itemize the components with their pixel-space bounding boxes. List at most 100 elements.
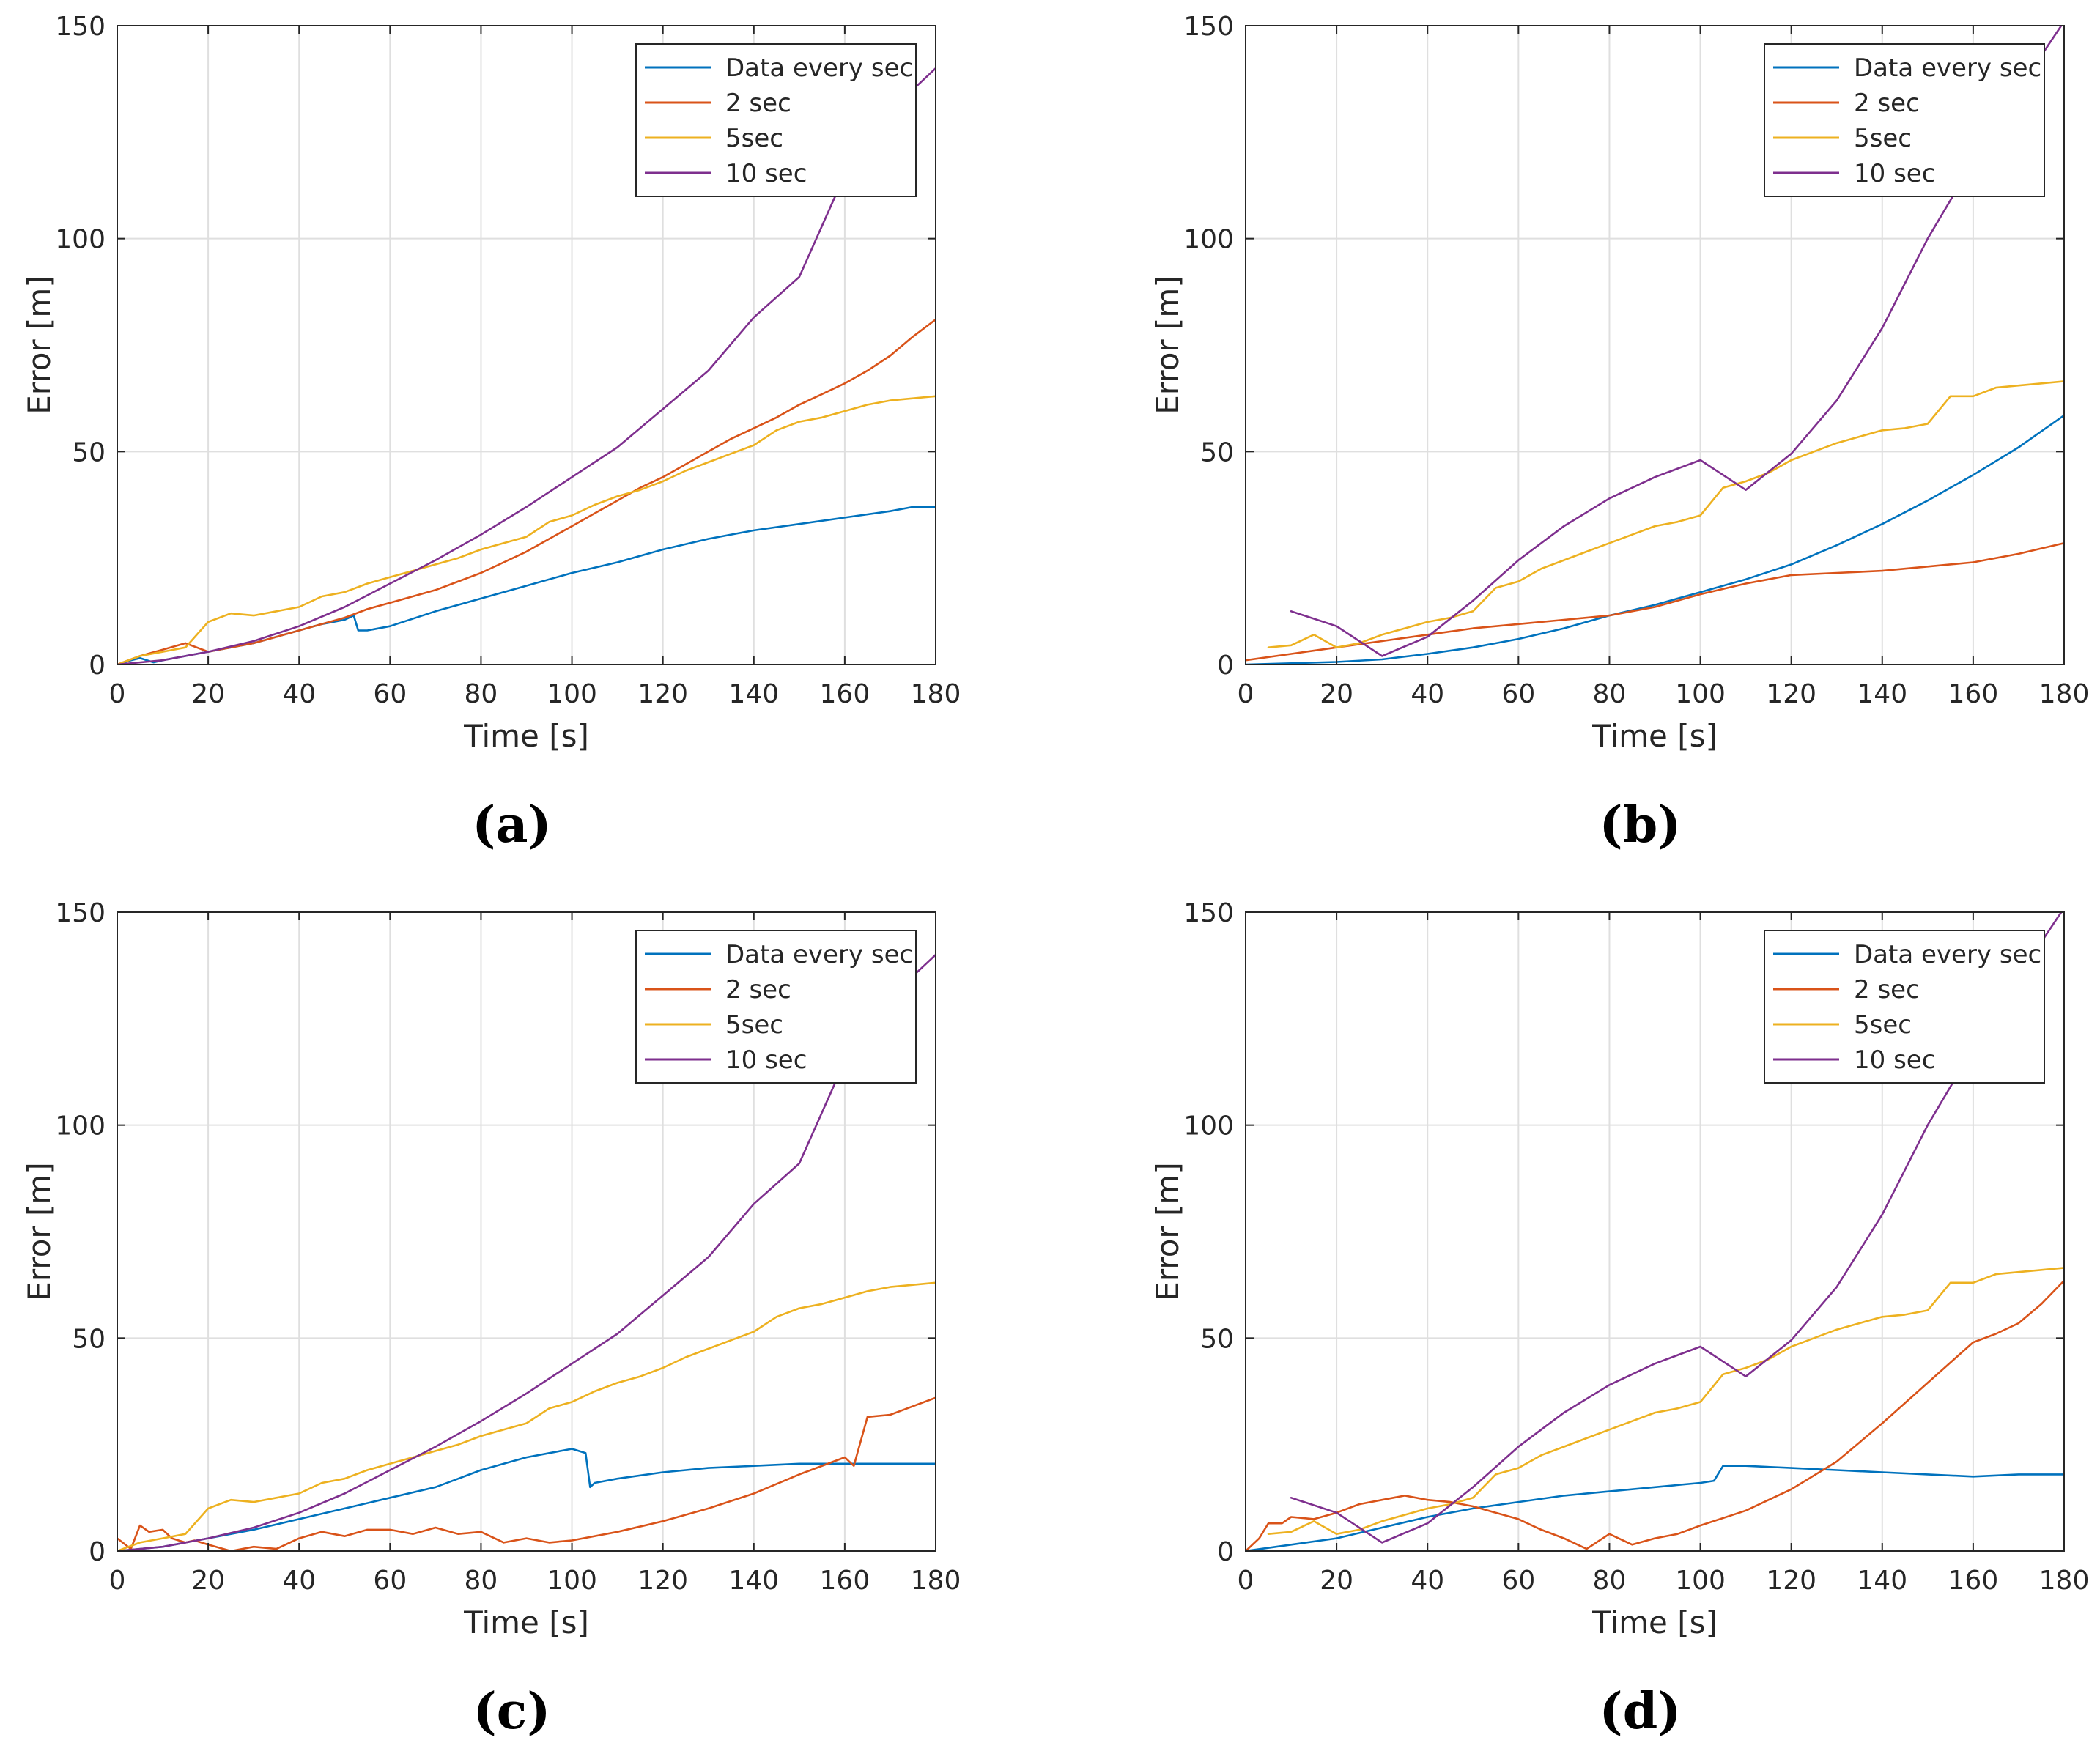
x-tick-label: 160 — [820, 1566, 870, 1596]
x-tick-label: 140 — [728, 1566, 779, 1596]
legend-entry-label: 2 sec — [725, 89, 791, 118]
series-line-5sec — [1267, 1267, 2064, 1536]
x-tick-label: 120 — [637, 679, 688, 709]
series-line-5sec — [117, 395, 936, 665]
y-tick-label: 100 — [55, 225, 106, 255]
x-tick-label: 160 — [1948, 679, 1999, 709]
series-group — [1246, 26, 2064, 665]
chart-panel-c: 0 20 40 60 80 100 120 140 160 180 0 50 100 150 Time [s… — [21, 898, 961, 1741]
legend-box — [635, 43, 917, 197]
x-tick-label: 80 — [1593, 1566, 1627, 1596]
x-tick-label: 120 — [637, 1566, 688, 1596]
x-tick-label: 180 — [2039, 1566, 2090, 1596]
x-axis-label: Time [s] — [1591, 718, 1718, 754]
legend-entry-label: 10 sec — [725, 159, 807, 188]
x-tick-label: 100 — [547, 679, 597, 709]
legend-entry-label: 10 sec — [1854, 159, 1935, 188]
y-tick-label: 100 — [1183, 225, 1234, 255]
x-tick-label: 100 — [1675, 1566, 1726, 1596]
x-tick-label: 180 — [911, 1566, 961, 1596]
x-tick-label: 20 — [1320, 679, 1353, 709]
series-line-data-every-sec — [1246, 1465, 2064, 1551]
legend: Data every sec 2 sec 5sec 10 sec — [635, 43, 917, 197]
y-tick-label: 50 — [72, 437, 106, 467]
legend-entry-label: 2 sec — [725, 975, 791, 1004]
legend: Data every sec 2 sec 5sec 10 sec — [635, 930, 917, 1084]
series-line-10-sec — [117, 953, 936, 1551]
legend-entry-label: 2 sec — [1854, 89, 1920, 118]
chart-panel-a: 0 20 40 60 80 100 120 140 160 180 0 50 100 150 Time [s… — [21, 12, 961, 854]
legend-box — [1764, 43, 2045, 197]
y-tick-label: 0 — [89, 651, 106, 681]
x-tick-label: 180 — [2039, 679, 2090, 709]
x-tick-label: 160 — [1948, 1566, 1999, 1596]
series-group — [117, 953, 936, 1551]
y-axis-label: Error [m] — [21, 1162, 57, 1300]
axes-box — [117, 911, 936, 1552]
series-line-10-sec — [117, 67, 936, 665]
y-tick-label: 150 — [1183, 898, 1234, 928]
x-axis-label: Time [s] — [463, 1605, 589, 1640]
legend-entry-label: 5sec — [725, 1010, 783, 1040]
panel-label: (b) — [1600, 796, 1682, 854]
legend-entry-label: 5sec — [725, 124, 783, 153]
legend-box — [635, 930, 917, 1084]
x-tick-label: 40 — [1411, 1566, 1444, 1596]
x-tick-label: 40 — [1411, 679, 1444, 709]
x-tick-label: 120 — [1766, 1566, 1816, 1596]
y-tick-label: 0 — [1217, 1537, 1234, 1567]
y-tick-label: 0 — [89, 1537, 106, 1567]
series-line-2-sec — [117, 318, 936, 665]
series-line-10-sec — [1290, 26, 2063, 657]
y-tick-label: 150 — [55, 12, 106, 42]
axes-box — [117, 25, 936, 665]
x-tick-label: 60 — [1501, 1566, 1535, 1596]
y-tick-label: 50 — [1200, 437, 1234, 467]
x-tick-label: 0 — [109, 1566, 126, 1596]
panel-label: (d) — [1600, 1682, 1682, 1741]
y-axis-label: Error [m] — [21, 275, 57, 414]
y-tick-label: 50 — [1200, 1324, 1234, 1354]
y-tick-label: 150 — [1183, 12, 1234, 42]
x-tick-label: 80 — [465, 1566, 498, 1596]
x-tick-label: 120 — [1766, 679, 1816, 709]
y-tick-label: 100 — [55, 1111, 106, 1141]
series-line-data-every-sec — [1246, 414, 2064, 665]
x-tick-label: 20 — [191, 1566, 225, 1596]
x-tick-label: 60 — [373, 1566, 407, 1596]
series-group — [117, 67, 936, 665]
x-tick-label: 40 — [282, 1566, 316, 1596]
series-line-2-sec — [1246, 541, 2064, 662]
chart-panel-b: 0 20 40 60 80 100 120 140 160 180 0 50 100 150 Time [s… — [1150, 12, 2089, 854]
x-tick-label: 180 — [911, 679, 961, 709]
y-tick-label: 100 — [1183, 1111, 1234, 1141]
legend-box — [1764, 930, 2045, 1084]
panel-label: (c) — [473, 1682, 551, 1741]
y-axis-label: Error [m] — [1150, 275, 1186, 414]
x-tick-label: 60 — [373, 679, 407, 709]
chart-panel-d: 0 20 40 60 80 100 120 140 160 180 0 50 100 150 Time [s… — [1150, 898, 2089, 1741]
legend-entry-label: Data every sec — [1854, 53, 2041, 83]
x-tick-label: 60 — [1501, 679, 1535, 709]
x-tick-label: 0 — [109, 679, 126, 709]
legend-entry-label: 10 sec — [725, 1046, 807, 1075]
y-tick-label: 0 — [1217, 651, 1234, 681]
series-line-2-sec — [117, 1396, 936, 1551]
series-line-2-sec — [1246, 1279, 2064, 1551]
y-axis-label: Error [m] — [1150, 1162, 1186, 1300]
series-line-10-sec — [1290, 912, 2063, 1544]
legend-entry-label: 5sec — [1854, 1010, 1912, 1040]
x-tick-label: 160 — [820, 679, 870, 709]
x-axis-label: Time [s] — [1591, 1605, 1718, 1640]
x-tick-label: 80 — [465, 679, 498, 709]
x-tick-label: 20 — [191, 679, 225, 709]
panel-label: (a) — [472, 796, 551, 854]
y-tick-label: 50 — [72, 1324, 106, 1354]
y-tick-label: 150 — [55, 898, 106, 928]
x-tick-label: 40 — [282, 679, 316, 709]
x-tick-label: 20 — [1320, 1566, 1353, 1596]
legend-entry-label: Data every sec — [725, 940, 913, 969]
legend-entry-label: Data every sec — [1854, 940, 2041, 969]
legend-entry-label: 5sec — [1854, 124, 1912, 153]
